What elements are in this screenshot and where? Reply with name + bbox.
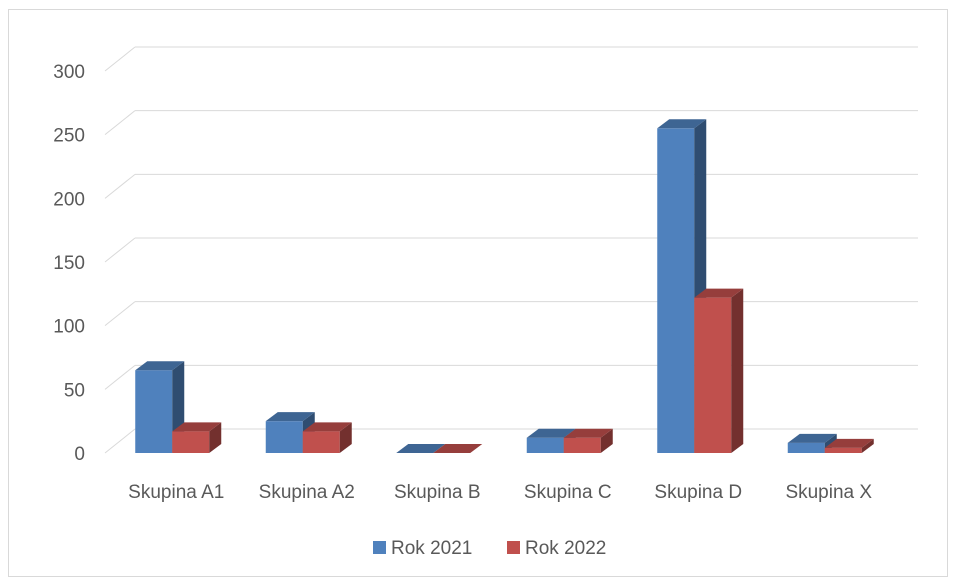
bar-top — [135, 361, 185, 371]
legend-label: Rok 2022 — [525, 538, 606, 559]
x-tick-label: Skupina C — [524, 482, 612, 503]
y-axis: 0 50 100 150 200 250 300 — [53, 62, 85, 465]
bar-side — [209, 422, 222, 453]
x-tick-label: Skupina B — [394, 482, 481, 503]
y-tick-label: 150 — [53, 253, 85, 274]
bar-top — [302, 422, 352, 432]
bar — [396, 444, 446, 453]
chart-frame — [8, 9, 948, 577]
bar-side — [861, 438, 874, 453]
bar-top — [657, 119, 707, 129]
bar-top — [563, 428, 613, 438]
x-tick-label: Skupina D — [654, 482, 742, 503]
bar-top — [396, 444, 446, 453]
bar-front — [787, 442, 825, 453]
gridline-depth — [104, 173, 136, 199]
bar-top — [172, 422, 222, 432]
bar-side — [339, 422, 352, 453]
gridline-depth — [104, 46, 136, 72]
bar-top — [694, 288, 744, 298]
legend-swatch — [373, 541, 386, 554]
bar — [824, 438, 874, 453]
bar-top — [433, 444, 483, 453]
gridline-depth — [104, 364, 136, 390]
bar — [694, 288, 744, 453]
bar-side — [600, 428, 613, 453]
bar — [135, 361, 185, 453]
bar-front — [824, 447, 862, 453]
legend-label: Rok 2021 — [391, 538, 472, 559]
x-tick-label: Skupina A2 — [259, 482, 355, 503]
gridline-depth — [104, 110, 136, 136]
bars — [135, 119, 874, 454]
bar — [433, 444, 483, 453]
legend-swatch — [507, 541, 520, 554]
gridline-depth — [104, 428, 136, 454]
bar — [563, 428, 613, 453]
bar-front — [135, 370, 173, 453]
y-tick-label: 50 — [64, 380, 85, 401]
bar-top — [824, 438, 874, 448]
bar-front — [694, 297, 732, 453]
bar — [265, 412, 315, 453]
bar-front — [526, 437, 564, 453]
y-tick-label: 200 — [53, 189, 85, 210]
y-tick-label: 100 — [53, 317, 85, 338]
x-axis: Skupina A1 Skupina A2 Skupina B Skupina C Sk… — [128, 482, 872, 503]
bar-front — [302, 431, 340, 453]
y-tick-label: 250 — [53, 126, 85, 147]
bar-side — [731, 288, 744, 453]
x-tick-label: Skupina X — [785, 482, 872, 503]
bar-top — [526, 428, 576, 438]
bar-front — [265, 421, 303, 453]
gridline-depth — [104, 301, 136, 327]
bar-front — [657, 128, 695, 454]
y-tick-label: 0 — [74, 444, 85, 465]
bar-top — [787, 433, 837, 443]
bar-front — [563, 437, 601, 453]
gridline-depth — [104, 237, 136, 263]
y-tick-label: 300 — [53, 62, 85, 83]
bar — [302, 422, 352, 453]
bar-front — [172, 431, 210, 453]
gridlines — [104, 46, 918, 454]
bar — [172, 422, 222, 453]
x-tick-label: Skupina A1 — [128, 482, 224, 503]
legend: Rok 2021 Rok 2022 — [373, 538, 606, 559]
bar-top — [265, 412, 315, 422]
